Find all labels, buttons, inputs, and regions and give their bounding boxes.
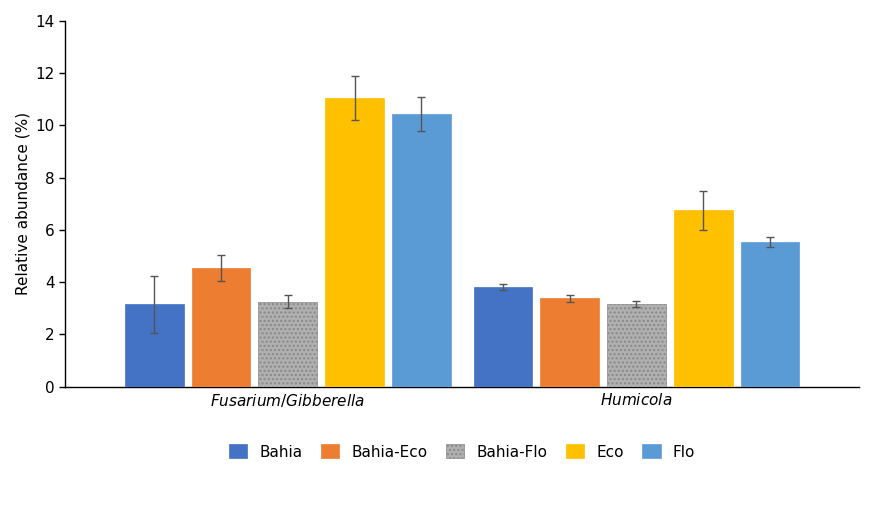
- Y-axis label: Relative abundance (%): Relative abundance (%): [15, 112, 30, 296]
- Bar: [259, 302, 317, 387]
- Bar: [474, 287, 532, 387]
- Bar: [191, 268, 250, 387]
- Bar: [540, 298, 599, 387]
- Bar: [392, 114, 451, 387]
- Legend: Bahia, Bahia-Eco, Bahia-Flo, Eco, Flo: Bahia, Bahia-Eco, Bahia-Flo, Eco, Flo: [229, 445, 695, 459]
- Bar: [607, 303, 666, 387]
- Bar: [740, 242, 800, 387]
- Bar: [325, 98, 384, 387]
- Bar: [125, 304, 184, 387]
- Bar: [674, 211, 732, 387]
